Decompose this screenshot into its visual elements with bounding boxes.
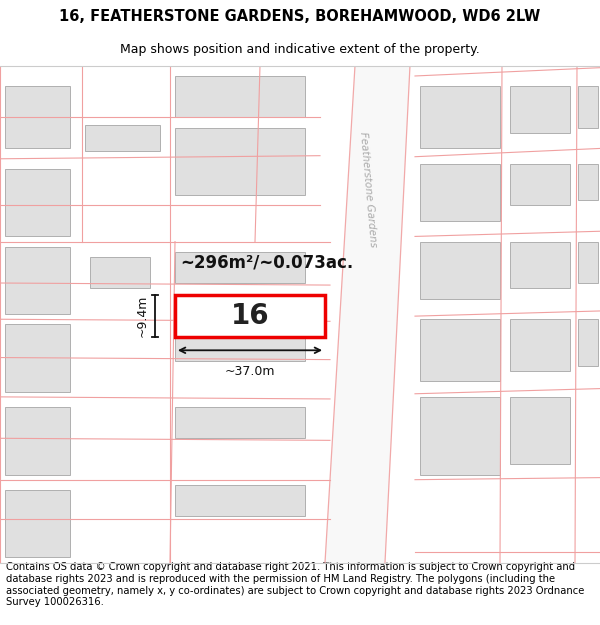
Bar bbox=[578, 319, 598, 366]
Bar bbox=[5, 490, 70, 558]
Text: 16: 16 bbox=[230, 302, 269, 330]
Bar bbox=[175, 329, 305, 361]
Text: ~296m²/~0.073ac.: ~296m²/~0.073ac. bbox=[180, 253, 353, 271]
Bar bbox=[420, 242, 500, 299]
Bar bbox=[420, 86, 500, 148]
Text: Contains OS data © Crown copyright and database right 2021. This information is : Contains OS data © Crown copyright and d… bbox=[6, 562, 584, 608]
Bar bbox=[5, 324, 70, 392]
Bar bbox=[510, 397, 570, 464]
Bar bbox=[175, 485, 305, 516]
Polygon shape bbox=[325, 66, 410, 562]
Bar bbox=[510, 164, 570, 206]
Bar bbox=[510, 319, 570, 371]
Text: Featherstone Gardens: Featherstone Gardens bbox=[358, 132, 378, 248]
Bar bbox=[175, 408, 305, 438]
Bar bbox=[175, 252, 305, 283]
Bar bbox=[420, 319, 500, 381]
Bar bbox=[5, 86, 70, 148]
Bar bbox=[175, 127, 305, 195]
Bar bbox=[90, 257, 150, 288]
Bar bbox=[420, 397, 500, 474]
Text: ~9.4m: ~9.4m bbox=[136, 295, 149, 338]
Bar bbox=[175, 296, 325, 337]
Bar bbox=[420, 164, 500, 221]
Bar bbox=[578, 164, 598, 200]
Bar bbox=[510, 86, 570, 133]
Text: Map shows position and indicative extent of the property.: Map shows position and indicative extent… bbox=[120, 42, 480, 56]
Bar bbox=[578, 242, 598, 283]
Bar bbox=[85, 124, 160, 151]
Bar bbox=[5, 408, 70, 474]
Bar bbox=[578, 86, 598, 128]
Bar bbox=[5, 247, 70, 314]
Text: 16, FEATHERSTONE GARDENS, BOREHAMWOOD, WD6 2LW: 16, FEATHERSTONE GARDENS, BOREHAMWOOD, W… bbox=[59, 9, 541, 24]
Bar bbox=[175, 76, 305, 118]
Bar bbox=[510, 242, 570, 288]
Bar bbox=[5, 169, 70, 236]
Text: ~37.0m: ~37.0m bbox=[225, 365, 275, 378]
